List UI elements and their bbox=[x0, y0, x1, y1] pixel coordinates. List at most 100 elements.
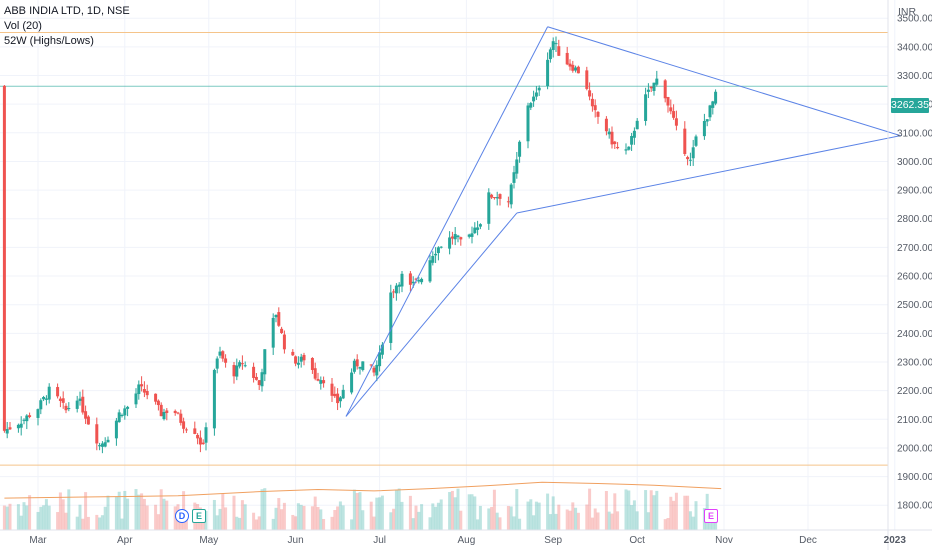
candle-body bbox=[392, 291, 396, 293]
volume-bar bbox=[627, 490, 631, 530]
volume-bar bbox=[224, 507, 228, 530]
upcoming-earnings-marker-icon[interactable]: E bbox=[704, 509, 718, 523]
candle-body bbox=[397, 284, 401, 287]
price-tick-label: 2800.00 bbox=[897, 214, 932, 225]
price-tick-label: 3300.00 bbox=[897, 71, 932, 82]
candle-body bbox=[352, 360, 356, 372]
candle-body bbox=[355, 359, 359, 367]
volume-bar bbox=[232, 495, 236, 530]
time-tick-label: 2023 bbox=[884, 535, 907, 546]
volume-bar bbox=[16, 504, 20, 530]
volume-bar bbox=[100, 515, 104, 530]
volume-bar bbox=[316, 506, 320, 530]
candle-body bbox=[296, 362, 300, 365]
candle-body bbox=[378, 352, 382, 367]
candle-body bbox=[375, 364, 379, 376]
volume-bar bbox=[652, 495, 656, 530]
candle-body bbox=[8, 427, 12, 430]
volume-bar bbox=[546, 493, 550, 530]
time-axis[interactable]: Mar Apr May Jun Jul Aug Sep Oct Nov Dec 2023 bbox=[0, 529, 932, 546]
volume-bar bbox=[574, 507, 578, 530]
volume-indicator-label[interactable]: Vol (20) bbox=[4, 20, 42, 32]
candle-body bbox=[613, 141, 617, 144]
candle-body bbox=[341, 389, 345, 399]
candle-body bbox=[459, 237, 463, 240]
price-tick-label: 1900.00 bbox=[897, 472, 932, 483]
volume-bar bbox=[509, 506, 513, 530]
volume-bar bbox=[408, 495, 412, 530]
earnings-marker-icon[interactable]: E bbox=[192, 509, 206, 523]
candle-body bbox=[490, 194, 494, 198]
volume-bar bbox=[646, 512, 650, 530]
volume-bar bbox=[154, 504, 158, 530]
candle-body bbox=[294, 356, 298, 364]
volume-bar bbox=[448, 492, 452, 530]
candle-body bbox=[674, 118, 678, 126]
volume-bar bbox=[67, 489, 71, 530]
volume-bar bbox=[372, 516, 376, 530]
candle-body bbox=[652, 82, 656, 91]
candle-body bbox=[389, 292, 393, 343]
volume-bar bbox=[159, 489, 163, 530]
candle-body bbox=[666, 97, 670, 106]
price-tick-label: 2700.00 bbox=[897, 243, 932, 254]
candle-body bbox=[361, 361, 365, 371]
candle-body bbox=[476, 227, 480, 230]
candle-body bbox=[585, 70, 589, 89]
candle-body bbox=[548, 49, 552, 60]
candle-body bbox=[518, 141, 522, 157]
volume-bar bbox=[280, 509, 284, 530]
time-tick-label: Dec bbox=[799, 535, 817, 546]
candle-body bbox=[434, 253, 438, 256]
volume-bar bbox=[126, 498, 130, 530]
volume-bar bbox=[134, 489, 138, 530]
volume-bar bbox=[302, 505, 306, 530]
volume-bar bbox=[165, 500, 169, 530]
candle-body bbox=[123, 408, 127, 416]
price-axis[interactable]: 1800.00 1900.00 2000.00 2100.00 2200.00 2300.… bbox=[887, 0, 932, 550]
candle-body bbox=[277, 312, 281, 326]
volume-bar bbox=[428, 517, 432, 530]
volume-bar bbox=[378, 497, 382, 530]
volume-bar bbox=[215, 515, 219, 530]
candle-body bbox=[280, 328, 284, 333]
volume-bar bbox=[5, 506, 9, 530]
candle-body bbox=[2, 85, 6, 431]
candle-body bbox=[81, 396, 85, 413]
candle-body bbox=[358, 366, 362, 369]
candle-body bbox=[193, 428, 197, 434]
symbol-title[interactable]: ABB INDIA LTD, 1D, NSE bbox=[4, 5, 130, 17]
candle-body bbox=[369, 364, 373, 366]
candle-body bbox=[100, 443, 104, 447]
highs-lows-indicator-label[interactable]: 52W (Highs/Lows) bbox=[4, 35, 94, 47]
time-tick-label: May bbox=[199, 535, 218, 546]
price-tick-label: 2100.00 bbox=[897, 415, 932, 426]
dividend-marker-icon[interactable]: D bbox=[175, 509, 189, 523]
volume-bar bbox=[142, 498, 146, 530]
candle-body bbox=[400, 273, 404, 287]
candle-body bbox=[196, 434, 200, 439]
triangle-trendlines[interactable] bbox=[345, 26, 901, 417]
volume-bar bbox=[156, 514, 160, 530]
volume-bar bbox=[361, 510, 365, 530]
volume-bar bbox=[78, 504, 82, 530]
volume-bar bbox=[282, 502, 286, 530]
candle-body bbox=[431, 256, 435, 263]
volume-bar bbox=[95, 514, 99, 530]
volume-bar bbox=[75, 516, 79, 530]
candle-body bbox=[663, 80, 667, 99]
candle-body bbox=[711, 101, 715, 108]
volume-bar bbox=[277, 498, 281, 530]
candle-body bbox=[75, 400, 79, 409]
candle-body bbox=[19, 423, 23, 428]
candle-body bbox=[238, 362, 242, 367]
candle-body bbox=[565, 52, 569, 65]
volume-bar bbox=[420, 504, 424, 530]
candle-body bbox=[140, 384, 144, 387]
volume-bar bbox=[56, 512, 60, 530]
volume-bar bbox=[431, 503, 435, 530]
candle-body bbox=[456, 235, 460, 238]
candle-body bbox=[263, 349, 267, 375]
candle-body bbox=[428, 260, 432, 282]
